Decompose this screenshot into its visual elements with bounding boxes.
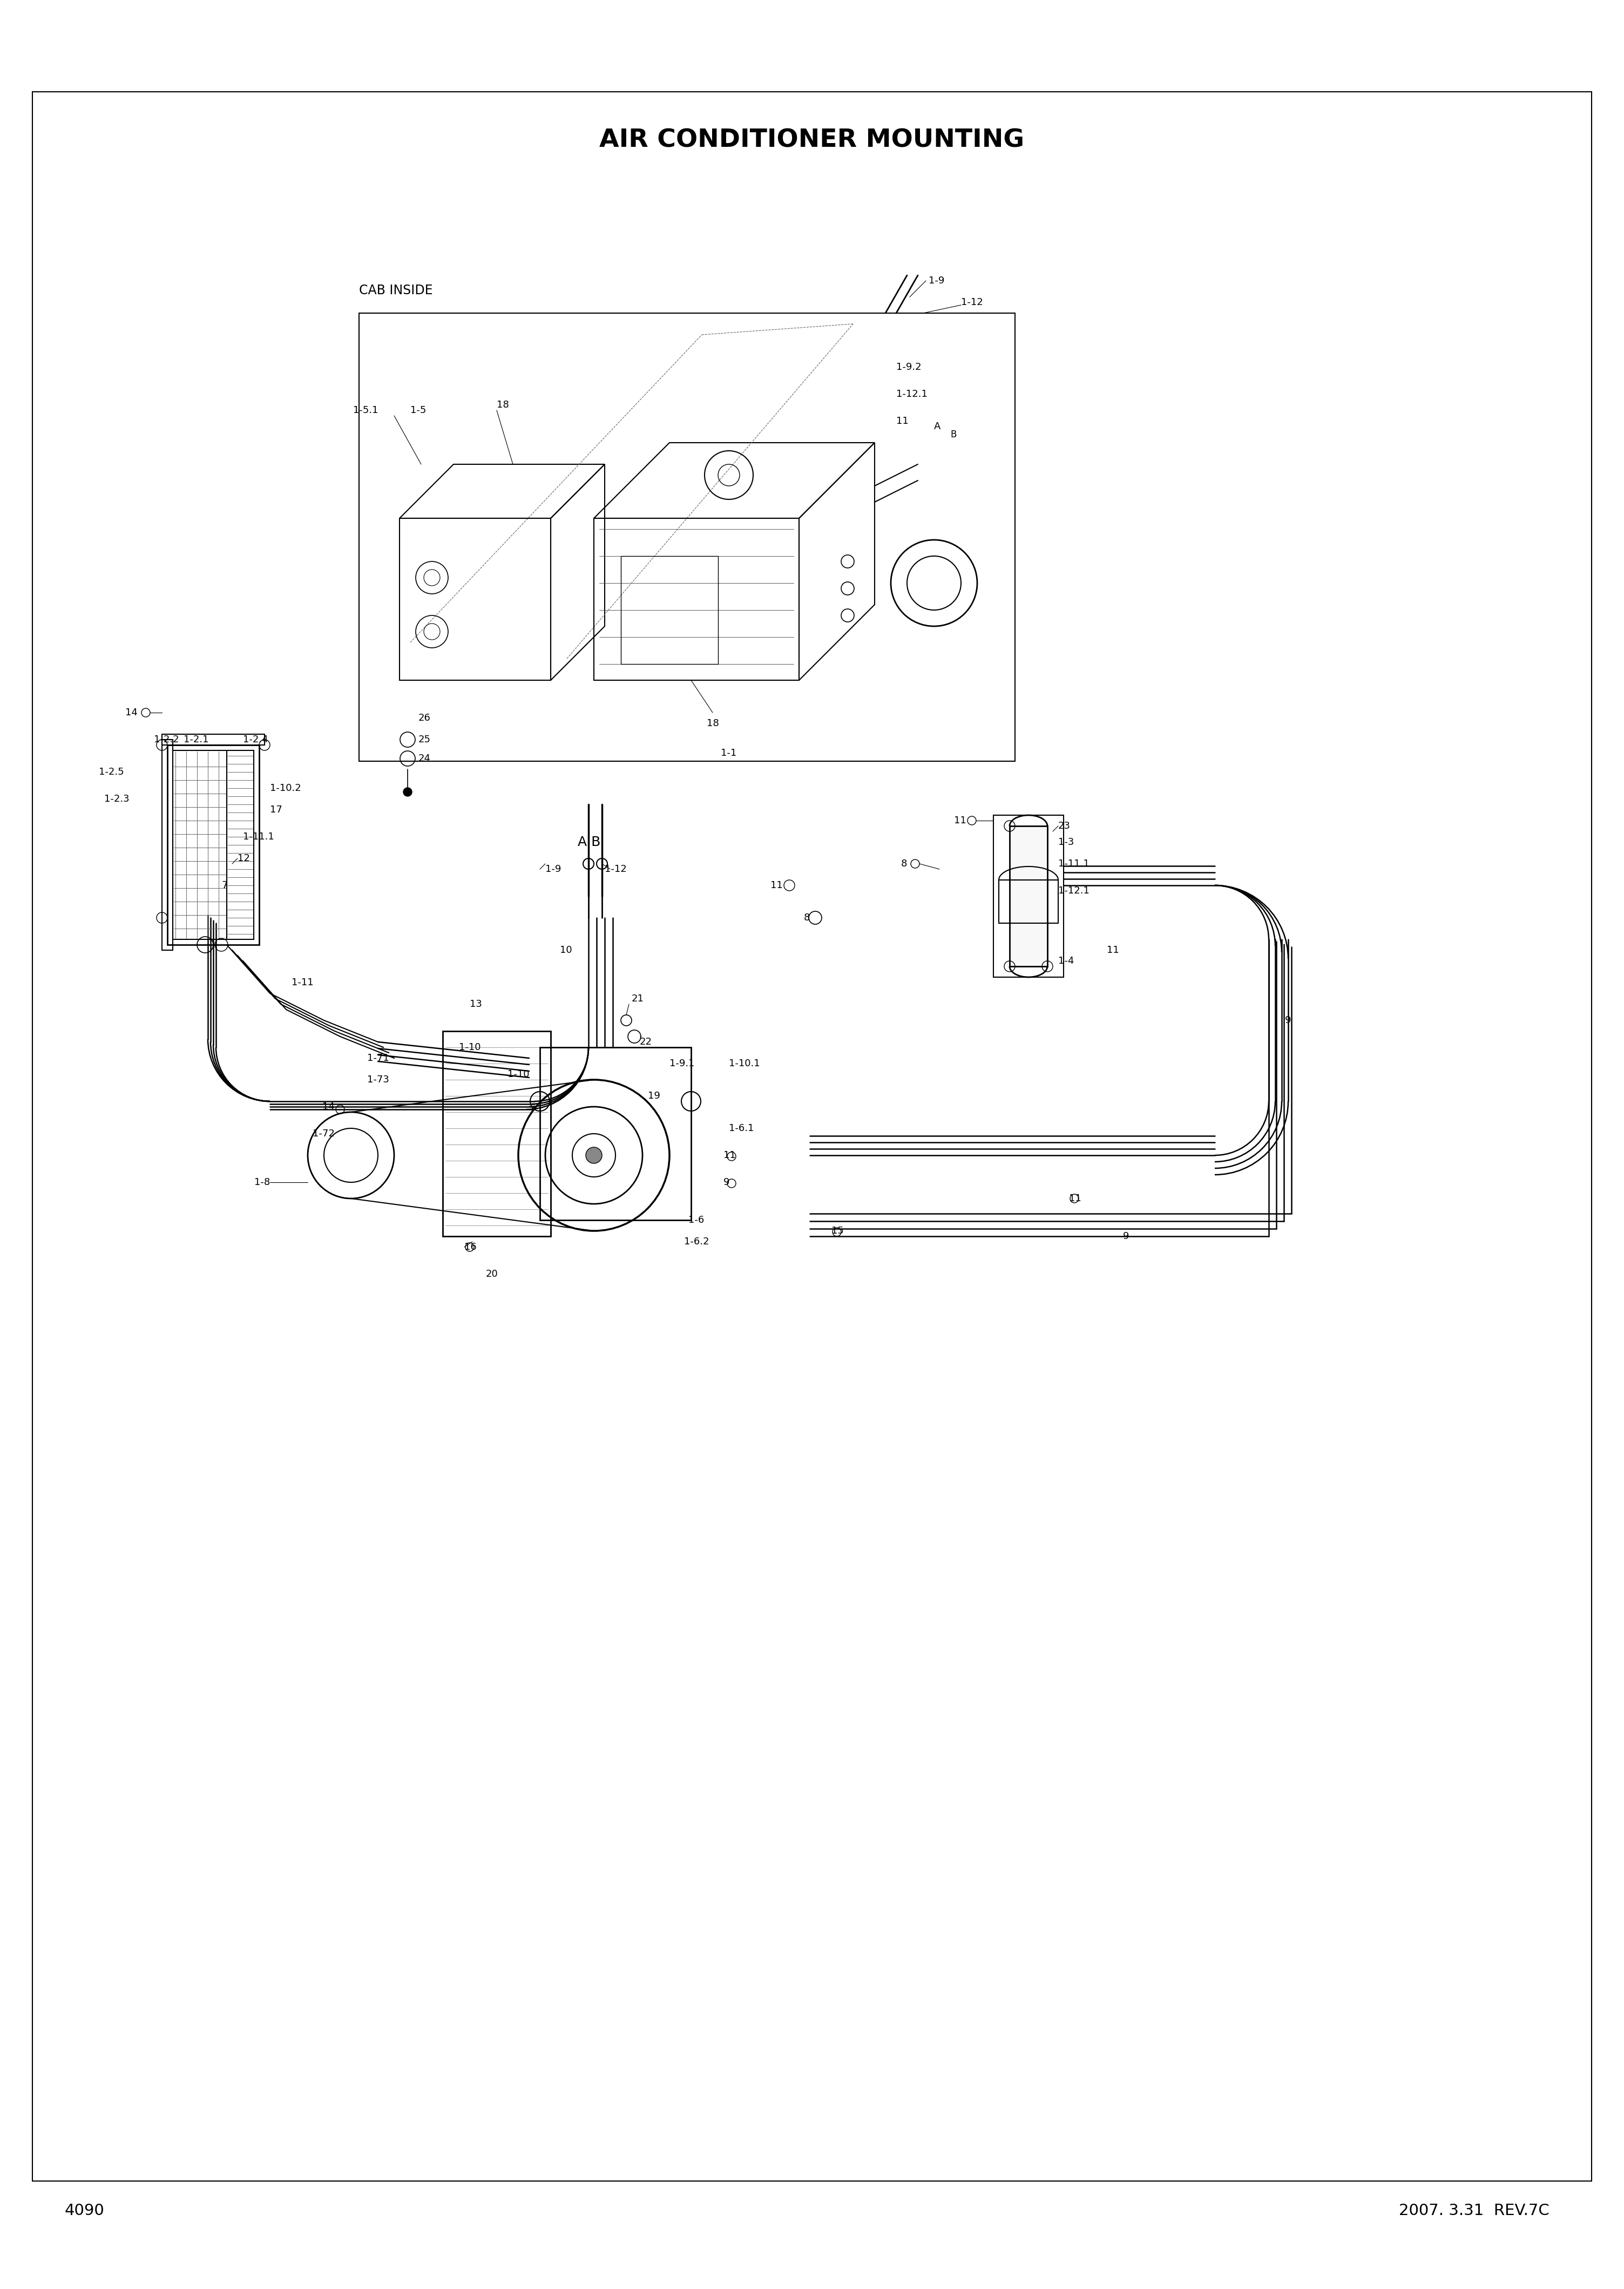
Text: 1-12.1: 1-12.1 — [896, 389, 927, 398]
Text: 1-5: 1-5 — [411, 405, 425, 414]
Text: 13: 13 — [469, 1000, 482, 1009]
Text: 1-8: 1-8 — [253, 1177, 270, 1188]
Text: 1-10.1: 1-10.1 — [729, 1058, 760, 1069]
Text: 4090: 4090 — [65, 2202, 104, 2218]
Text: 26: 26 — [419, 714, 430, 723]
Text: 18: 18 — [706, 719, 719, 728]
Text: 9: 9 — [1285, 1016, 1291, 1025]
Text: 20: 20 — [486, 1268, 499, 1280]
Text: 23: 23 — [1059, 822, 1070, 831]
Bar — [167, 744, 260, 945]
Text: 1-11: 1-11 — [292, 977, 313, 987]
Text: 1-10.2: 1-10.2 — [270, 783, 300, 792]
Text: 14: 14 — [125, 707, 138, 716]
Text: 1-1: 1-1 — [721, 749, 737, 758]
Text: 11: 11 — [896, 417, 908, 426]
Text: 8: 8 — [901, 858, 908, 868]
Text: 11: 11 — [1069, 1193, 1082, 1204]
Text: 12: 12 — [237, 854, 250, 863]
Text: 1-12.1: 1-12.1 — [1059, 886, 1090, 895]
Text: 1-71: 1-71 — [367, 1053, 390, 1062]
Bar — [994, 815, 1064, 977]
Text: 16: 16 — [464, 1243, 476, 1252]
Text: 1-12: 1-12 — [604, 865, 627, 874]
Text: 1-6.2: 1-6.2 — [684, 1236, 710, 1248]
Text: 1-9: 1-9 — [546, 865, 562, 874]
Text: 1-72: 1-72 — [313, 1128, 335, 1138]
Text: 8: 8 — [804, 913, 810, 922]
Text: 1-5.1: 1-5.1 — [352, 405, 378, 414]
Text: 11: 11 — [770, 881, 783, 890]
Bar — [443, 1030, 551, 1236]
Text: 1-3: 1-3 — [1059, 838, 1073, 847]
Bar — [594, 517, 799, 680]
Bar — [172, 751, 227, 938]
Text: 11: 11 — [723, 1151, 736, 1161]
Text: 1-6: 1-6 — [689, 1215, 705, 1225]
Circle shape — [403, 787, 412, 797]
Text: 1-2.2: 1-2.2 — [154, 735, 179, 744]
Text: 15: 15 — [831, 1227, 844, 1236]
Text: 1-10: 1-10 — [458, 1041, 481, 1053]
Text: 1-2.1: 1-2.1 — [184, 735, 208, 744]
Text: CAB INSIDE: CAB INSIDE — [359, 284, 432, 298]
Text: B: B — [950, 430, 957, 439]
Text: 1-9: 1-9 — [929, 277, 945, 286]
Text: 1-11.1: 1-11.1 — [244, 831, 274, 842]
Bar — [620, 556, 718, 664]
Text: 19: 19 — [648, 1092, 661, 1101]
Text: 1-2.5: 1-2.5 — [99, 767, 123, 776]
Text: 18: 18 — [497, 401, 508, 410]
Bar — [359, 314, 1015, 762]
Text: AIR CONDITIONER MOUNTING: AIR CONDITIONER MOUNTING — [599, 128, 1025, 153]
Text: 7: 7 — [221, 881, 227, 890]
Text: 11: 11 — [955, 815, 966, 826]
Text: 22: 22 — [640, 1037, 653, 1046]
Bar — [1010, 826, 1047, 966]
Text: 21: 21 — [632, 993, 645, 1003]
Bar — [162, 739, 172, 950]
Text: 25: 25 — [419, 735, 430, 744]
Text: 1-4: 1-4 — [1059, 957, 1073, 966]
Text: 1-10: 1-10 — [507, 1069, 529, 1078]
Text: 11: 11 — [1108, 945, 1119, 955]
Text: 1-2.3: 1-2.3 — [104, 794, 130, 803]
Text: 1-11.1: 1-11.1 — [1059, 858, 1090, 868]
Text: 14: 14 — [323, 1101, 335, 1112]
Text: 1-2.4: 1-2.4 — [244, 735, 268, 744]
Text: 1-9.1: 1-9.1 — [669, 1058, 695, 1069]
Text: 1-73: 1-73 — [367, 1076, 390, 1085]
Circle shape — [586, 1147, 603, 1163]
Text: 17: 17 — [270, 806, 283, 815]
Text: 9: 9 — [1122, 1231, 1129, 1241]
Text: 9: 9 — [723, 1177, 729, 1188]
Text: 10: 10 — [560, 945, 572, 955]
Text: A: A — [934, 421, 940, 430]
Text: 2007. 3.31  REV.7C: 2007. 3.31 REV.7C — [1398, 2202, 1549, 2218]
Text: 1-6.1: 1-6.1 — [729, 1124, 754, 1133]
Text: 1-9.2: 1-9.2 — [896, 362, 921, 371]
Text: A B: A B — [578, 835, 601, 849]
Bar — [162, 735, 265, 744]
Text: 1-12: 1-12 — [961, 298, 983, 307]
Bar — [539, 1048, 692, 1220]
Bar — [400, 517, 551, 680]
Text: 24: 24 — [419, 753, 430, 762]
Bar — [227, 751, 253, 938]
Bar — [999, 879, 1059, 922]
